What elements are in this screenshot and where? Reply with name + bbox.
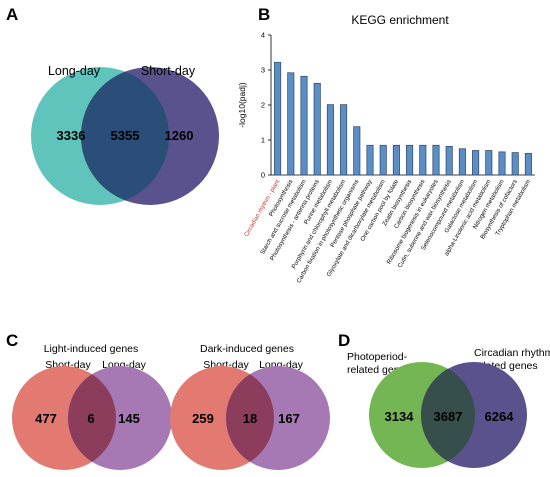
venn-d-right-label-line1: Circadian rhythm- [474, 347, 550, 359]
chart-bar [498, 151, 506, 176]
chart-bar [458, 148, 466, 176]
venn-d-left-label-line1: Photoperiod- [347, 351, 408, 363]
chart-y-tick-label: 2 [261, 101, 265, 110]
venn-d-left-count: 3134 [385, 409, 415, 424]
venn-a-right-label: Short-day [141, 64, 196, 78]
venn-c1-right-count: 145 [118, 411, 140, 426]
venn-a-left-label: Long-day [48, 64, 101, 78]
chart-bar [326, 104, 334, 176]
venn-d-overlap-count: 3687 [434, 409, 463, 424]
venn-a-overlap [81, 71, 169, 201]
venn-c2-overlap [226, 374, 274, 462]
venn-a-left-count: 3336 [57, 128, 86, 143]
venn-c1-left-count: 477 [35, 411, 57, 426]
chart-y-tick-label: 1 [261, 136, 265, 145]
chart-bar [313, 82, 321, 176]
panel-label-a: A [6, 5, 18, 24]
venn-c2-left-count: 259 [192, 411, 214, 426]
chart-bar [366, 144, 374, 176]
venn-c1-overlap-count: 6 [87, 411, 94, 426]
venn-c2-title: Dark-induced genes [200, 343, 294, 355]
chart-title: KEGG enrichment [351, 13, 449, 27]
chart-bar [287, 72, 295, 176]
venn-a-right-count: 1260 [165, 128, 194, 143]
panel-label-d: D [338, 331, 350, 350]
panel-label-b: B [258, 5, 270, 24]
chart-bar [274, 61, 282, 176]
venn-c2: Dark-induced genes Short-day Long-day 25… [170, 343, 330, 470]
chart-bar [445, 145, 453, 176]
venn-d: Photoperiod- related genes Circadian rhy… [347, 347, 550, 468]
chart-bar [485, 150, 493, 176]
chart-bar [379, 144, 387, 176]
chart-bar [511, 152, 519, 176]
venn-d-right-count: 6264 [485, 409, 515, 424]
chart-bar [340, 104, 348, 176]
venn-d-overlap [420, 368, 476, 462]
chart-bar [353, 126, 361, 176]
chart-y-tick-label: 0 [261, 171, 265, 180]
chart-bar [406, 144, 414, 176]
chart-bar [432, 144, 440, 176]
chart-bar [472, 150, 480, 176]
venn-a-overlap-count: 5355 [111, 128, 140, 143]
venn-a: Long-day Short-day 3336 5355 1260 [31, 64, 219, 205]
chart-y-tick-label: 4 [261, 31, 265, 40]
chart-bar [524, 152, 532, 176]
panel-label-c: C [6, 331, 18, 350]
venn-c1-title: Light-induced genes [44, 343, 139, 355]
chart-bar [392, 144, 400, 176]
chart-bar [419, 144, 427, 176]
chart-y-axis-label: -log10(padj) [237, 82, 247, 128]
venn-c2-overlap-count: 18 [243, 411, 257, 426]
venn-c1-overlap [68, 374, 116, 462]
venn-c1: Light-induced genes Short-day Long-day 4… [12, 343, 172, 470]
chart-y-tick-label: 3 [261, 66, 265, 75]
chart-bar [300, 75, 308, 176]
venn-c2-right-count: 167 [278, 411, 300, 426]
